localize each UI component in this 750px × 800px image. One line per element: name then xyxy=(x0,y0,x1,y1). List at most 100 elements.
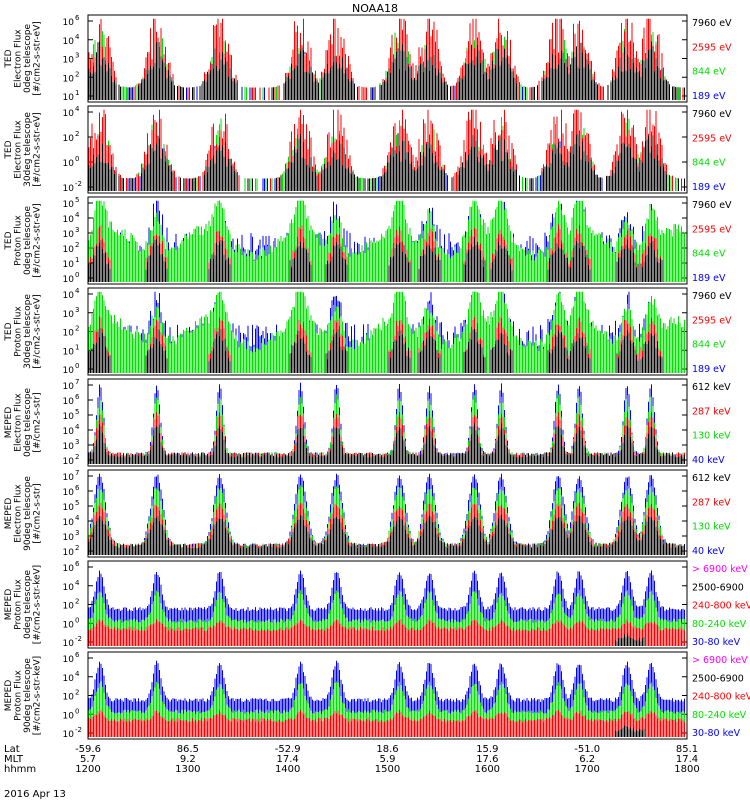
data-trace-blue xyxy=(88,473,685,555)
y-axis-label-line: [#/cm2-s-str-keV] xyxy=(33,565,43,644)
data-trace-green xyxy=(88,291,685,373)
y-axis-label-line: Proton Flux xyxy=(14,215,24,266)
y-tick-label: 10 xyxy=(63,347,75,357)
y-tick-exponent: 4 xyxy=(75,579,80,587)
x-tick-lat: 18.6 xyxy=(376,744,398,755)
y-tick-label: 10 xyxy=(63,655,75,665)
y-tick-label: 10 xyxy=(63,184,75,194)
y-axis-label-line: Proton Flux xyxy=(14,670,24,721)
y-tick-exponent: 7 xyxy=(75,469,79,477)
y-axis-label-line: MEPED xyxy=(4,498,14,530)
y-tick-label: 10 xyxy=(63,397,75,407)
data-trace-green xyxy=(88,485,685,555)
y-axis-label-line: TED xyxy=(4,231,14,250)
x-tick-mlt: 5.9 xyxy=(380,754,396,765)
y-axis-label-line: 0deg telescope xyxy=(23,388,33,458)
y-tick-exponent: 6 xyxy=(75,393,80,401)
y-tick-label: 10 xyxy=(63,382,75,392)
y-tick-exponent: 4 xyxy=(75,514,80,522)
y-tick-exponent: 0 xyxy=(75,616,79,624)
legend-entry: 2595 eV xyxy=(692,42,732,53)
y-tick-exponent: 3 xyxy=(75,226,79,234)
x-tick-lat: -51.0 xyxy=(574,744,600,755)
x-tick-hhmm: 1400 xyxy=(275,764,300,775)
data-trace-red xyxy=(88,709,685,737)
y-axis-label-line: [#/cm2-s-str-eV] xyxy=(33,294,43,369)
y-tick-label: 10 xyxy=(63,518,75,528)
y-axis-label-line: Electron Flux xyxy=(14,393,24,452)
y-tick-label: 10 xyxy=(63,412,75,422)
y-tick-exponent: 4 xyxy=(75,211,80,219)
y-tick-label: 10 xyxy=(63,215,75,225)
data-trace-green xyxy=(88,589,685,646)
x-tick-hhmm: 1600 xyxy=(475,764,500,775)
data-trace-black xyxy=(88,328,663,373)
y-tick-exponent: 6 xyxy=(75,651,80,659)
y-tick-label: 10 xyxy=(63,159,75,169)
y-tick-exponent: 0 xyxy=(75,155,79,163)
y-tick-label: 10 xyxy=(63,503,75,513)
y-axis-label-line: Electron Flux xyxy=(14,484,24,543)
y-tick-exponent: 0 xyxy=(75,271,79,279)
y-tick-label: 10 xyxy=(63,583,75,593)
y-axis-label-line: [#/cm2-s-str-eV] xyxy=(33,112,43,187)
x-tick-hhmm: 1200 xyxy=(75,764,100,775)
data-trace-black xyxy=(88,423,685,464)
y-axis-label: MEPEDProton Flux90deg telescope[#/cm2-s-… xyxy=(4,656,43,735)
y-tick-label: 10 xyxy=(63,37,75,47)
y-axis-label-line: 0deg telescope xyxy=(23,206,33,276)
y-axis-label: TEDElectron Flux0deg telescope[#/cm2-s-s… xyxy=(4,21,43,96)
x-tick-mlt: 17.4 xyxy=(277,754,299,765)
y-tick-label: 10 xyxy=(63,602,75,612)
plot-frame xyxy=(87,196,688,285)
legend-entry: 189 eV xyxy=(692,364,726,375)
y-axis-label-line: Proton Flux xyxy=(14,579,24,630)
legend-entry: > 6900 keV xyxy=(692,655,748,666)
y-tick-exponent: 2 xyxy=(75,130,79,138)
legend-entry: 287 keV xyxy=(692,497,731,508)
y-axis-label: MEPEDElectron Flux0deg telescope[#/cm2-s… xyxy=(4,388,43,458)
y-tick-label: 10 xyxy=(63,109,75,119)
y-axis-label-line: MEPED xyxy=(4,407,14,439)
legend-entry: 30-80 keV xyxy=(692,637,741,648)
data-trace-green xyxy=(88,681,685,737)
y-axis-label-line: [#/cm2-s-str-eV] xyxy=(33,203,43,278)
y-axis-label-line: 30deg telescope xyxy=(23,112,33,187)
y-tick-exponent: 6 xyxy=(75,560,80,568)
y-tick-label: 10 xyxy=(63,134,75,144)
y-axis-label-line: MEPED xyxy=(4,589,14,621)
y-axis-label-line: 90deg telescope xyxy=(23,476,33,551)
y-axis-label-line: MEPED xyxy=(4,680,14,712)
data-trace-blue xyxy=(88,291,685,373)
y-axis-label-line: 0deg telescope xyxy=(23,570,33,640)
x-tick-lat: 85.1 xyxy=(676,744,698,755)
y-axis-label: MEPEDProton Flux0deg telescope[#/cm2-s-s… xyxy=(4,565,43,644)
legend-entry: 612 keV xyxy=(692,382,731,393)
y-tick-label: 10 xyxy=(63,260,75,270)
y-tick-exponent: 3 xyxy=(75,529,79,537)
x-tick-mlt: 9.2 xyxy=(180,754,196,765)
data-trace-black xyxy=(88,515,685,555)
y-tick-label: 10 xyxy=(63,427,75,437)
x-tick-lat: 86.5 xyxy=(177,744,199,755)
y-tick-label: 10 xyxy=(63,310,75,320)
y-tick-exponent: 4 xyxy=(75,33,80,41)
y-axis-label: TEDElectron Flux30deg telescope[#/cm2-s-… xyxy=(4,112,43,187)
y-tick-label: 10 xyxy=(63,329,75,339)
data-trace-red xyxy=(88,502,685,555)
legend-entry: 844 eV xyxy=(692,340,726,351)
y-axis-label-line: TED xyxy=(4,322,14,341)
y-axis-label-line: 30deg telescope xyxy=(23,294,33,369)
data-trace-black xyxy=(88,236,663,282)
x-tick-mlt: 5.7 xyxy=(80,754,96,765)
y-tick-exponent: 2 xyxy=(75,70,79,78)
y-tick-label: 10 xyxy=(63,473,75,483)
x-tick-lat: 15.9 xyxy=(476,744,498,755)
